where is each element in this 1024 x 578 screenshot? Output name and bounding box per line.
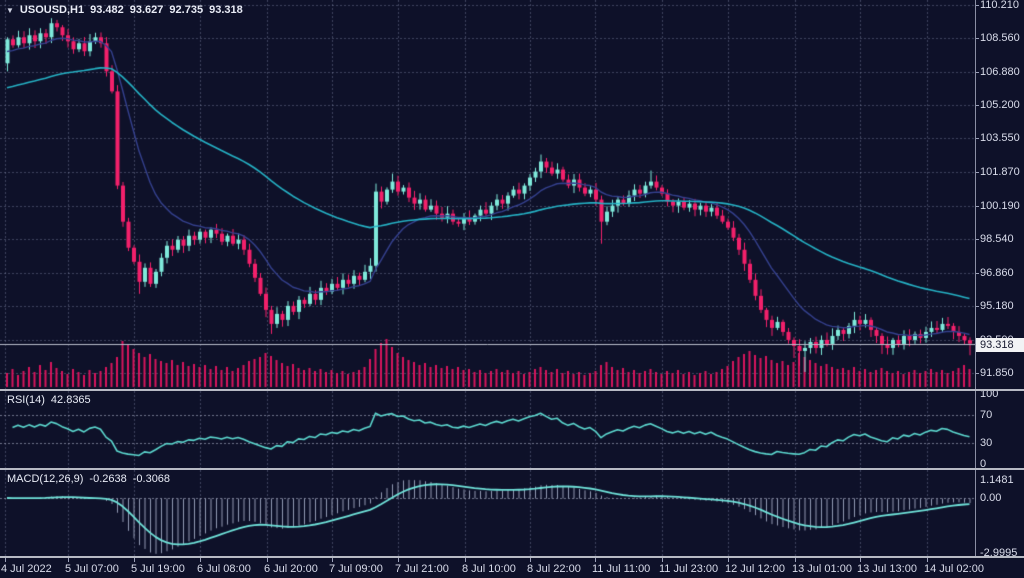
time-tick-label: 7 Jul 21:00 — [395, 563, 449, 575]
time-tick-label: 6 Jul 20:00 — [264, 563, 318, 575]
price-tick-mark — [975, 172, 979, 173]
time-axis[interactable]: 4 Jul 2022 5 Jul 07:00 5 Jul 19:00 6 Jul 08… — [0, 558, 1024, 578]
macd-canvas[interactable] — [0, 470, 975, 556]
time-tick-label: 13 Jul 01:00 — [792, 563, 852, 575]
price-tick-label: 101.870 — [980, 166, 1020, 179]
time-tick-label: 8 Jul 22:00 — [527, 563, 581, 575]
price-tick-mark — [975, 5, 979, 6]
price-tick-label: 100.190 — [980, 199, 1020, 212]
price-tick-label: 95.180 — [980, 300, 1014, 313]
time-tick-mark — [795, 558, 796, 562]
rsi-panel: RSI(14) 42.8365 — [0, 391, 975, 468]
time-tick-mark — [595, 558, 596, 562]
price-tick-label: 91.850 — [980, 367, 1014, 379]
time-tick-mark — [728, 558, 729, 562]
quote-close: 93.318 — [209, 4, 243, 16]
time-tick-mark — [662, 558, 663, 562]
panel-separator[interactable] — [0, 389, 1024, 391]
time-tick-mark — [332, 558, 333, 562]
time-tick-mark — [5, 558, 6, 562]
macd-label: MACD(12,26,9) -0.2638 -0.3068 — [7, 473, 176, 485]
panel-separator[interactable] — [0, 556, 1024, 558]
price-tick-mark — [975, 38, 979, 39]
price-tick-label: 96.860 — [980, 266, 1014, 279]
price-tick-mark — [975, 105, 979, 106]
rsi-canvas[interactable] — [0, 391, 975, 468]
quote-low: 92.735 — [169, 4, 204, 16]
time-tick-label: 4 Jul 2022 — [1, 563, 52, 575]
price-tick-mark — [975, 239, 979, 240]
price-tick-mark — [975, 273, 979, 274]
price-axis[interactable]: 93.318 110.210 108.560 106.880 105.200 103.5… — [975, 0, 1024, 559]
symbol-info: ▼ USOUSD,H1 93.482 93.627 92.735 93.318 — [6, 4, 243, 16]
time-tick-label: 13 Jul 13:00 — [857, 563, 917, 575]
macd-axis-label: 0.00 — [980, 492, 1002, 504]
macd-panel: MACD(12,26,9) -0.2638 -0.3068 — [0, 470, 975, 556]
macd-value: -0.2638 — [89, 473, 127, 485]
time-tick-label: 11 Jul 23:00 — [659, 563, 719, 575]
time-tick-label: 5 Jul 19:00 — [131, 563, 185, 575]
time-tick-label: 8 Jul 10:00 — [462, 563, 516, 575]
macd-axis-label: 1.1481 — [980, 474, 1014, 486]
time-tick-mark — [927, 558, 928, 562]
rsi-axis-label: 0 — [980, 458, 987, 470]
time-tick-label: 12 Jul 12:00 — [725, 563, 785, 575]
time-tick-mark — [860, 558, 861, 562]
time-tick-mark — [530, 558, 531, 562]
rsi-name: RSI(14) — [7, 394, 45, 406]
current-price-badge: 93.318 — [976, 337, 1024, 352]
macd-signal-value: -0.3068 — [132, 473, 171, 485]
price-tick-mark — [975, 72, 979, 73]
price-tick-label: 106.880 — [980, 65, 1020, 78]
price-tick-mark — [975, 206, 979, 207]
time-tick-label: 14 Jul 02:00 — [924, 563, 984, 575]
symbol-label: USOUSD,H1 — [19, 4, 85, 16]
rsi-axis-label: 70 — [980, 409, 993, 421]
time-tick-mark — [465, 558, 466, 562]
rsi-axis-label: 100 — [980, 388, 999, 400]
price-tick-mark — [975, 138, 979, 139]
price-tick-label: 98.540 — [980, 232, 1014, 245]
price-axis-divider — [975, 0, 976, 558]
quote-high: 93.627 — [129, 4, 164, 16]
price-tick-label: 108.560 — [980, 32, 1020, 45]
rsi-label: RSI(14) 42.8365 — [7, 394, 97, 406]
macd-name: MACD(12,26,9) — [7, 473, 84, 485]
main-chart-canvas[interactable] — [0, 0, 975, 389]
time-tick-label: 5 Jul 07:00 — [65, 563, 119, 575]
time-tick-label: 11 Jul 11:00 — [592, 563, 651, 575]
panel-separator[interactable] — [0, 468, 1024, 470]
rsi-value: 42.8365 — [50, 394, 91, 406]
main-chart-panel: ▼ USOUSD,H1 93.482 93.627 92.735 93.318 — [0, 0, 975, 389]
time-tick-mark — [134, 558, 135, 562]
price-tick-label: 103.550 — [980, 132, 1020, 145]
time-tick-label: 7 Jul 09:00 — [329, 563, 383, 575]
quote-open: 93.482 — [90, 4, 124, 16]
rsi-axis-label: 30 — [980, 437, 993, 449]
collapse-arrow-icon[interactable]: ▼ — [6, 6, 14, 15]
price-tick-label: 105.200 — [980, 99, 1020, 112]
price-tick-mark — [975, 373, 979, 374]
time-tick-mark — [267, 558, 268, 562]
price-tick-label: 110.210 — [980, 0, 1019, 11]
price-tick-mark — [975, 306, 979, 307]
time-tick-mark — [200, 558, 201, 562]
time-tick-mark — [68, 558, 69, 562]
time-tick-mark — [398, 558, 399, 562]
time-tick-label: 6 Jul 08:00 — [197, 563, 251, 575]
